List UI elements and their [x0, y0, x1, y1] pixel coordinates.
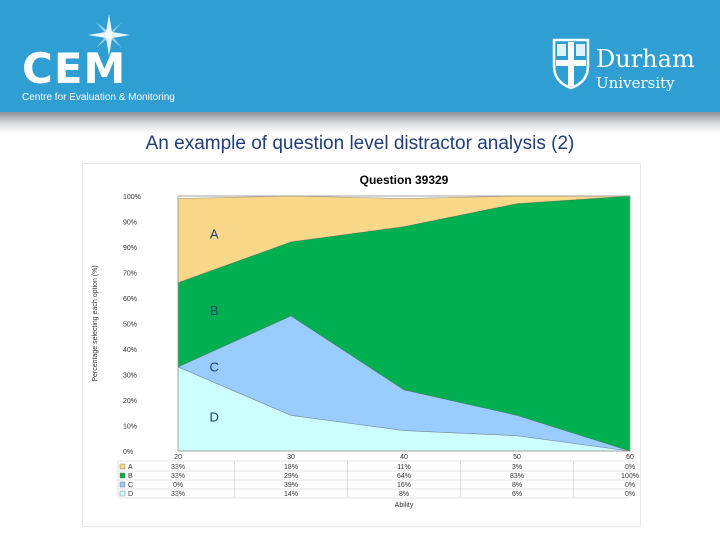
cem-subtitle: Centre for Evaluation & Monitoring [22, 92, 175, 103]
cem-logo: CEM Centre for Evaluation & Monitoring [22, 14, 202, 106]
y-tick-label: 90% [123, 245, 137, 252]
x-tick-label: 30 [287, 454, 295, 461]
table-cell: 3% [512, 464, 522, 471]
y-tick-label: 90% [123, 220, 137, 227]
y-tick-label: 20% [123, 398, 137, 405]
y-tick-label: 40% [123, 347, 137, 354]
table-cell: 83% [510, 473, 524, 480]
y-tick-label: 60% [123, 296, 137, 303]
chart-title: Question 39329 [360, 173, 449, 187]
chart-frame: Question 39329 0% 10% 20% 30% 40% 50% 60% 70% 90%… [82, 163, 641, 527]
y-tick-label: 0% [123, 449, 133, 456]
cem-logo-text: CEM [22, 44, 127, 93]
legend-swatch-a [119, 463, 126, 470]
x-axis-label: Ability [395, 502, 414, 509]
legend-swatch-c [119, 481, 126, 488]
table-cell: 8% [512, 482, 522, 489]
y-tick-label: 10% [123, 424, 137, 431]
overlay-label-b: B [210, 303, 219, 318]
y-tick-label: 50% [123, 322, 137, 329]
table-cell: 16% [397, 482, 411, 489]
durham-name: Durham [596, 45, 695, 73]
table-cell: 64% [397, 473, 411, 480]
compass-star-icon [88, 14, 130, 56]
x-tick-label: 20 [174, 454, 182, 461]
stacked-area-chart: Question 39329 0% 10% 20% 30% 40% 50% 60% 70% 90%… [92, 173, 639, 509]
durham-university-logo: Durham University [552, 34, 702, 98]
y-tick-label: 70% [123, 271, 137, 278]
table-cell: 8% [399, 491, 409, 498]
x-tick-label: 40 [400, 454, 408, 461]
overlay-label-d: D [209, 410, 218, 425]
legend-swatch-d [119, 490, 126, 497]
durham-crest-icon [552, 38, 590, 90]
table-cell: 29% [284, 473, 298, 480]
table-cell: 11% [397, 464, 411, 471]
legend-swatch-b [119, 472, 126, 479]
plot-border [177, 195, 631, 452]
table-cell: 6% [512, 491, 522, 498]
slide-title: An example of question level distractor … [145, 133, 575, 154]
header-shadow [0, 112, 720, 134]
x-tick-label: 60 [626, 454, 634, 461]
x-tick-label: 50 [513, 454, 521, 461]
legend-entry-c: C [128, 482, 133, 489]
legend-entry-b: B [128, 473, 133, 480]
table-cell: 18% [284, 464, 298, 471]
table-cell: 39% [284, 482, 298, 489]
overlay-label-c: C [209, 359, 218, 374]
legend-entry-a: A [128, 464, 133, 471]
durham-university-text: University [596, 74, 675, 92]
table-cell: 14% [284, 491, 298, 498]
area-series-a [177, 195, 631, 284]
legend-entry-d: D [128, 491, 133, 498]
overlay-label-a: A [210, 227, 219, 242]
y-axis-label: Percentage selecting each option (%) [92, 265, 99, 381]
y-tick-label: 100% [123, 194, 141, 201]
y-tick-label: 30% [123, 373, 137, 380]
header-banner: CEM Centre for Evaluation & Monitoring D… [0, 0, 720, 120]
